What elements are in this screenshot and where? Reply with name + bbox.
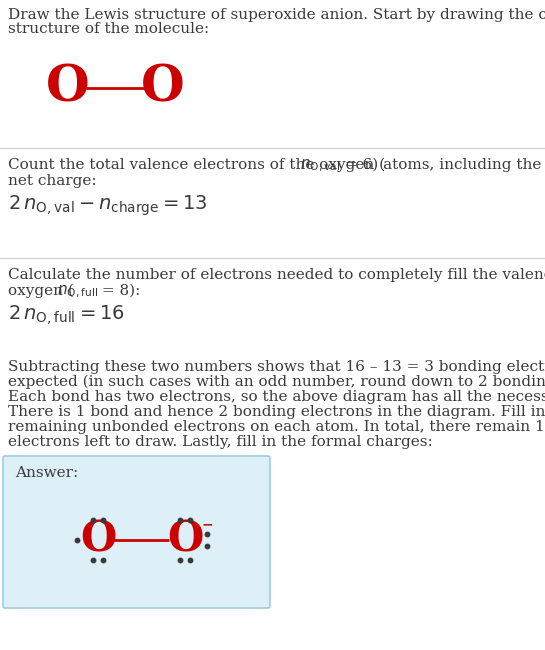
Text: O: O: [141, 64, 185, 112]
FancyBboxPatch shape: [3, 456, 270, 608]
Text: Draw the Lewis structure of superoxide anion. Start by drawing the overall: Draw the Lewis structure of superoxide a…: [8, 8, 545, 22]
Text: = 8):: = 8):: [97, 284, 141, 298]
Text: O: O: [46, 64, 90, 112]
Text: O: O: [167, 519, 203, 561]
Text: $n_{\mathrm{O,full}}$: $n_{\mathrm{O,full}}$: [57, 284, 98, 300]
Text: oxygen (: oxygen (: [8, 284, 74, 298]
Text: $n_{\mathrm{O,val}}$: $n_{\mathrm{O,val}}$: [300, 158, 341, 174]
Text: remaining unbonded electrons on each atom. In total, there remain 13 – 2 = 11: remaining unbonded electrons on each ato…: [8, 420, 545, 434]
Text: = 6) atoms, including the: = 6) atoms, including the: [340, 158, 541, 172]
Text: net charge:: net charge:: [8, 174, 96, 188]
Text: Count the total valence electrons of the oxygen (: Count the total valence electrons of the…: [8, 158, 385, 172]
Text: Subtracting these two numbers shows that 16 – 13 = 3 bonding electrons are: Subtracting these two numbers shows that…: [8, 360, 545, 374]
Text: $2\,n_{\mathrm{O,full}} = 16$: $2\,n_{\mathrm{O,full}} = 16$: [8, 303, 125, 327]
Text: Calculate the number of electrons needed to completely fill the valence shells f: Calculate the number of electrons needed…: [8, 268, 545, 282]
Text: Each bond has two electrons, so the above diagram has all the necessary bonds.: Each bond has two electrons, so the abov…: [8, 390, 545, 404]
Text: expected (in such cases with an odd number, round down to 2 bonding electrons).: expected (in such cases with an odd numb…: [8, 375, 545, 389]
Text: structure of the molecule:: structure of the molecule:: [8, 22, 209, 36]
Text: $2\,n_{\mathrm{O,val}} - n_{\mathrm{charge}} = 13$: $2\,n_{\mathrm{O,val}} - n_{\mathrm{char…: [8, 193, 208, 218]
Text: −: −: [202, 517, 214, 531]
Text: O: O: [80, 519, 116, 561]
Text: There is 1 bond and hence 2 bonding electrons in the diagram. Fill in the: There is 1 bond and hence 2 bonding elec…: [8, 405, 545, 419]
Text: electrons left to draw. Lastly, fill in the formal charges:: electrons left to draw. Lastly, fill in …: [8, 435, 433, 449]
Text: Answer:: Answer:: [15, 466, 78, 480]
